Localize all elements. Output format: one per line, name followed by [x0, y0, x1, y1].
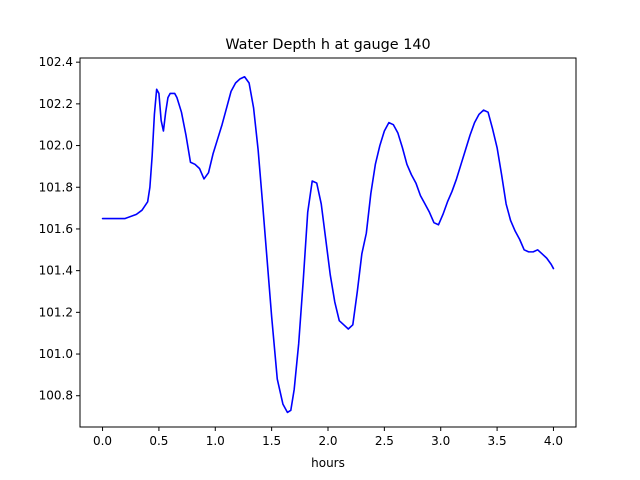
x-tick-label: 1.0 — [206, 434, 225, 448]
x-tick-label: 3.0 — [431, 434, 450, 448]
y-tick-label: 101.2 — [39, 305, 73, 319]
plot-frame — [79, 57, 577, 428]
x-tick-label: 0.5 — [149, 434, 168, 448]
x-tick-label: 2.5 — [375, 434, 394, 448]
y-tick-label: 102.2 — [39, 97, 73, 111]
y-tick-label: 101.4 — [39, 264, 73, 278]
y-tick-label: 101.8 — [39, 180, 73, 194]
y-tick-label: 100.8 — [39, 389, 73, 403]
x-tick-label: 1.5 — [262, 434, 281, 448]
x-tick-label: 4.0 — [544, 434, 563, 448]
x-tick-label: 3.5 — [488, 434, 507, 448]
y-tick-label: 102.0 — [39, 139, 73, 153]
series-line-0 — [101, 75, 555, 414]
x-axis: 0.0 0.5 1.0 1.5 2.0 2.5 3.0 3.5 4.0 — [93, 427, 563, 448]
plot-area — [101, 75, 555, 414]
y-tick-label: 102.4 — [39, 55, 73, 69]
x-tick-label: 0.0 — [93, 434, 112, 448]
y-tick-label: 101.6 — [39, 222, 73, 236]
x-tick-label: 2.0 — [318, 434, 337, 448]
chart-title: Water Depth h at gauge 140 — [225, 37, 430, 53]
x-axis-label: hours — [311, 456, 345, 470]
y-axis: 100.8 101.0 101.2 101.4 101.6 101.8 102.0 102.2… — [39, 55, 80, 403]
y-tick-label: 101.0 — [39, 347, 73, 361]
